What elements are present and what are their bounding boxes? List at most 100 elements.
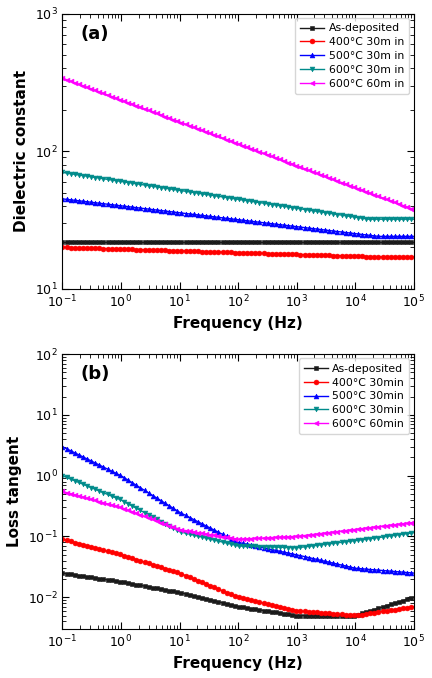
Line: 500°C 30m in: 500°C 30m in xyxy=(60,197,416,239)
Y-axis label: Dielectric constant: Dielectric constant xyxy=(14,70,29,233)
500°C 30m in xyxy=(122,202,127,210)
400°C 30min xyxy=(294,607,299,615)
500°C 30m in xyxy=(411,233,416,241)
600°C 30m in xyxy=(60,168,65,176)
Line: As-deposited: As-deposited xyxy=(60,571,416,618)
As-deposited xyxy=(60,237,65,245)
As-deposited xyxy=(411,237,416,245)
As-deposited xyxy=(267,237,272,245)
Line: 500°C 30min: 500°C 30min xyxy=(60,444,416,576)
600°C 60min xyxy=(325,529,330,537)
500°C 30m in xyxy=(294,222,299,231)
600°C 30m in xyxy=(411,215,416,223)
As-deposited xyxy=(150,237,156,245)
As-deposited xyxy=(324,237,330,245)
As-deposited xyxy=(150,584,156,592)
Legend: As-deposited, 400°C 30m in, 500°C 30m in, 600°C 30m in, 600°C 60m in: As-deposited, 400°C 30m in, 500°C 30m in… xyxy=(295,18,409,94)
500°C 30m in xyxy=(60,195,65,203)
As-deposited xyxy=(60,569,65,577)
As-deposited xyxy=(122,578,127,586)
500°C 30min xyxy=(60,443,65,451)
400°C 30m in xyxy=(377,253,382,261)
600°C 30min xyxy=(122,498,127,506)
600°C 60m in xyxy=(122,98,127,106)
400°C 30m in xyxy=(294,250,299,258)
As-deposited xyxy=(411,593,416,601)
400°C 30min xyxy=(411,603,416,611)
600°C 30min xyxy=(60,472,65,480)
600°C 60min xyxy=(295,532,300,540)
Line: 600°C 60m in: 600°C 60m in xyxy=(60,76,416,212)
500°C 30m in xyxy=(267,220,272,228)
600°C 30min xyxy=(325,540,330,549)
500°C 30m in xyxy=(324,226,330,235)
400°C 30m in xyxy=(219,248,224,256)
As-deposited xyxy=(219,237,224,245)
Line: 400°C 30m in: 400°C 30m in xyxy=(60,245,416,260)
500°C 30min xyxy=(294,551,299,559)
500°C 30m in xyxy=(219,214,224,222)
600°C 30m in xyxy=(294,204,299,212)
600°C 30m in xyxy=(150,182,156,191)
X-axis label: Frequency (Hz): Frequency (Hz) xyxy=(173,656,303,671)
Text: (a): (a) xyxy=(80,24,108,43)
Line: 600°C 60min: 600°C 60min xyxy=(60,489,416,542)
400°C 30m in xyxy=(411,253,416,261)
400°C 30min xyxy=(267,601,272,609)
As-deposited xyxy=(295,612,300,620)
600°C 30m in xyxy=(219,193,224,201)
600°C 60m in xyxy=(267,151,272,159)
Y-axis label: Loss tangent: Loss tangent xyxy=(7,436,22,547)
500°C 30m in xyxy=(150,205,156,214)
500°C 30m in xyxy=(375,233,381,241)
600°C 60min xyxy=(236,535,241,543)
400°C 30m in xyxy=(60,243,65,252)
500°C 30min xyxy=(219,530,224,538)
Line: 600°C 30m in: 600°C 30m in xyxy=(60,170,416,222)
500°C 30min xyxy=(150,492,156,500)
400°C 30min xyxy=(353,612,358,620)
600°C 30m in xyxy=(122,178,127,186)
600°C 60m in xyxy=(324,173,330,181)
400°C 30min xyxy=(150,561,156,569)
Line: As-deposited: As-deposited xyxy=(60,239,416,244)
600°C 60min xyxy=(60,487,65,496)
600°C 30min xyxy=(294,544,299,552)
500°C 30min xyxy=(324,558,330,566)
As-deposited xyxy=(219,599,224,607)
600°C 30m in xyxy=(324,209,330,217)
As-deposited xyxy=(122,237,127,245)
600°C 30min xyxy=(295,544,300,552)
400°C 30min xyxy=(219,586,224,595)
400°C 30m in xyxy=(122,245,127,254)
As-deposited xyxy=(294,612,299,620)
400°C 30m in xyxy=(150,246,156,254)
400°C 30m in xyxy=(267,250,272,258)
600°C 60min xyxy=(219,532,224,540)
400°C 30min xyxy=(60,535,65,543)
600°C 30min xyxy=(150,513,156,521)
600°C 60m in xyxy=(294,162,299,170)
As-deposited xyxy=(267,607,272,616)
600°C 60min xyxy=(150,515,156,523)
600°C 60min xyxy=(122,505,127,513)
600°C 60min xyxy=(411,519,416,527)
600°C 30m in xyxy=(365,215,371,223)
Text: (b): (b) xyxy=(80,365,109,383)
600°C 60m in xyxy=(60,74,65,82)
600°C 30m in xyxy=(267,200,272,208)
Line: 400°C 30min: 400°C 30min xyxy=(60,537,416,618)
400°C 30min xyxy=(122,552,127,560)
600°C 60min xyxy=(267,534,273,542)
500°C 30min xyxy=(122,474,127,482)
X-axis label: Frequency (Hz): Frequency (Hz) xyxy=(173,316,303,331)
600°C 60m in xyxy=(219,134,224,142)
600°C 30min xyxy=(219,538,224,546)
As-deposited xyxy=(294,237,299,245)
600°C 30min xyxy=(411,529,416,537)
400°C 30m in xyxy=(324,252,330,260)
600°C 60m in xyxy=(411,205,416,214)
Legend: As-deposited, 400°C 30min, 500°C 30min, 600°C 30min, 600°C 60min: As-deposited, 400°C 30min, 500°C 30min, … xyxy=(299,359,409,435)
500°C 30min xyxy=(267,545,272,553)
400°C 30min xyxy=(324,609,330,617)
